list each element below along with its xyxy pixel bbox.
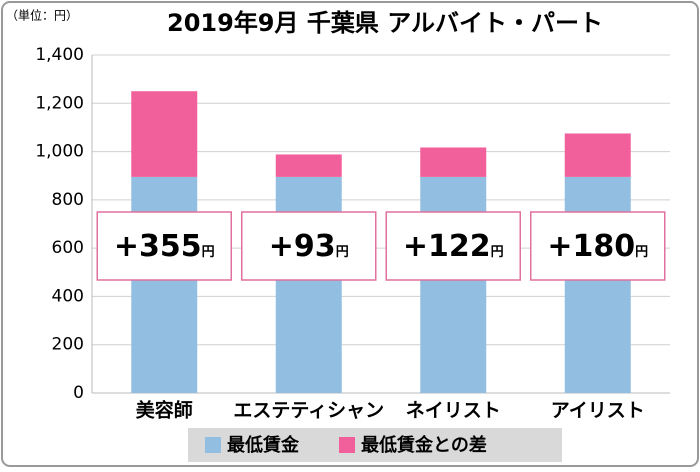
bar-segment [275, 176, 342, 393]
x-tick-label: ネイリスト [406, 400, 501, 422]
y-tick-label: 0 [73, 383, 84, 403]
value-label-unit: 円 [336, 245, 349, 260]
y-unit-label: （単位：円） [6, 8, 78, 23]
value-label-box [241, 211, 377, 281]
legend-swatch [339, 437, 355, 453]
value-label-box [96, 211, 232, 281]
bar-segment [564, 176, 631, 393]
x-tick-label: アイリスト [551, 400, 645, 422]
value-label-unit: 円 [635, 245, 648, 260]
legend-label: 最低賃金 [227, 434, 300, 456]
y-tick-label: 1,000 [35, 142, 84, 162]
y-tick-label: 800 [52, 190, 84, 210]
value-label: +93円 [269, 229, 349, 264]
value-label-unit: 円 [202, 245, 215, 260]
bar-segment [420, 147, 487, 177]
bar-segment [275, 154, 342, 177]
bar-segment [131, 176, 198, 393]
value-label-box [385, 211, 521, 281]
bar-segment [420, 176, 487, 393]
legend-box [188, 428, 562, 462]
legend-swatch [205, 437, 221, 453]
value-label-number: +180 [547, 229, 635, 264]
x-tick-label: 美容師 [136, 399, 193, 422]
value-label: +122円 [403, 229, 504, 264]
value-label-number: +355 [114, 229, 202, 264]
y-tick-label: 1,400 [35, 45, 84, 65]
value-label-box [530, 211, 666, 281]
y-tick-label: 1,200 [35, 93, 84, 113]
y-tick-label: 200 [52, 335, 84, 355]
value-label-unit: 円 [491, 245, 504, 260]
bar-segment [131, 91, 198, 177]
bar-segment [564, 133, 631, 177]
legend-label: 最低賃金との差 [361, 434, 487, 456]
chart-title: 2019年9月 千葉県 アルバイト・パート [167, 9, 603, 37]
y-tick-label: 400 [52, 286, 84, 306]
value-label: +180円 [547, 229, 648, 264]
x-tick-label: エステティシャン [233, 400, 384, 422]
value-label: +355円 [114, 229, 215, 264]
value-label-number: +93 [269, 229, 336, 264]
y-tick-label: 600 [52, 238, 84, 258]
value-label-number: +122 [403, 229, 491, 264]
